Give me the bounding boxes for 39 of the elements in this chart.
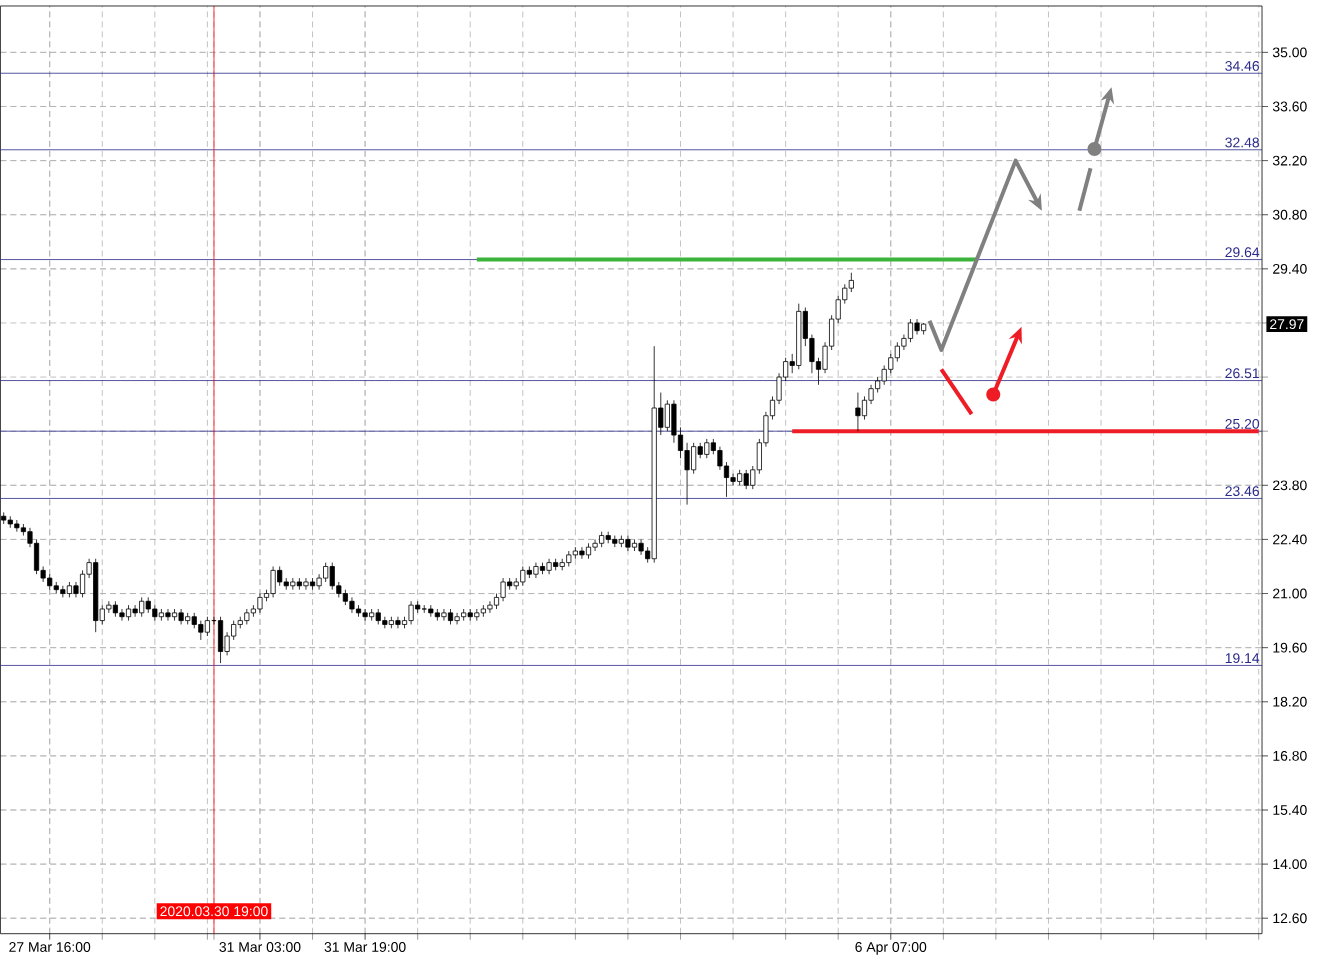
candlestick (487, 601, 493, 614)
candlestick (408, 601, 414, 626)
candlestick (395, 616, 401, 629)
candlestick (178, 608, 184, 626)
candlestick (132, 604, 138, 618)
candlestick (907, 318, 914, 343)
candlestick (198, 620, 204, 641)
candlestick (664, 400, 670, 432)
candlestick (638, 539, 644, 556)
candlestick (546, 558, 552, 575)
candlestick (217, 616, 224, 664)
candlestick (329, 562, 335, 591)
candlestick (914, 318, 920, 336)
candlestick (323, 562, 329, 583)
candlestick (743, 469, 749, 490)
candlestick (520, 566, 526, 587)
candlestick (204, 616, 210, 637)
candlestick (119, 608, 125, 622)
candlestick (257, 593, 263, 614)
candlestick (704, 438, 710, 459)
candlestick (421, 604, 427, 614)
candlestick (848, 272, 854, 293)
candlestick (277, 566, 283, 587)
candlestick (441, 608, 447, 622)
candlestick (454, 612, 460, 626)
candlestick (579, 546, 585, 560)
candlestick (362, 608, 368, 622)
candlestick (165, 608, 171, 622)
candlestick (500, 577, 506, 602)
candlestick (855, 392, 861, 432)
candlestick (270, 566, 276, 598)
candlestick (349, 597, 355, 614)
candlestick (73, 581, 79, 598)
candlestick (139, 597, 145, 618)
candlestick (894, 342, 900, 363)
candlestick (303, 577, 309, 591)
candlestick (533, 562, 539, 579)
candlestick (592, 539, 598, 552)
candlestick (625, 535, 631, 552)
